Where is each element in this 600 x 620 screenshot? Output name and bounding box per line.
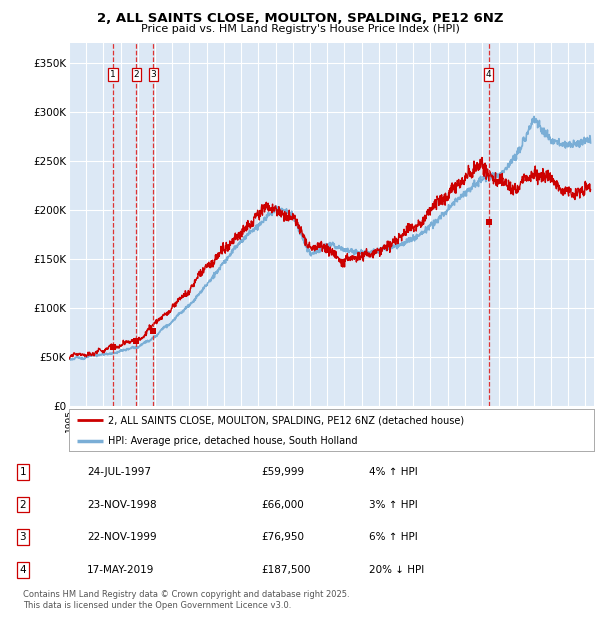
Text: 2: 2 xyxy=(19,500,26,510)
Text: 17-MAY-2019: 17-MAY-2019 xyxy=(87,565,154,575)
Text: £66,000: £66,000 xyxy=(261,500,304,510)
Text: 2, ALL SAINTS CLOSE, MOULTON, SPALDING, PE12 6NZ: 2, ALL SAINTS CLOSE, MOULTON, SPALDING, … xyxy=(97,12,503,25)
Text: 24-JUL-1997: 24-JUL-1997 xyxy=(87,467,151,477)
Text: HPI: Average price, detached house, South Holland: HPI: Average price, detached house, Sout… xyxy=(109,436,358,446)
Text: 4: 4 xyxy=(19,565,26,575)
Text: 2: 2 xyxy=(133,69,139,79)
Text: 3% ↑ HPI: 3% ↑ HPI xyxy=(369,500,418,510)
Text: £187,500: £187,500 xyxy=(261,565,311,575)
Text: £76,950: £76,950 xyxy=(261,532,304,542)
Text: Contains HM Land Registry data © Crown copyright and database right 2025.
This d: Contains HM Land Registry data © Crown c… xyxy=(23,590,349,609)
Text: 23-NOV-1998: 23-NOV-1998 xyxy=(87,500,157,510)
Text: Price paid vs. HM Land Registry's House Price Index (HPI): Price paid vs. HM Land Registry's House … xyxy=(140,24,460,33)
Text: 22-NOV-1999: 22-NOV-1999 xyxy=(87,532,157,542)
Text: 4% ↑ HPI: 4% ↑ HPI xyxy=(369,467,418,477)
Text: 1: 1 xyxy=(19,467,26,477)
Text: 3: 3 xyxy=(19,532,26,542)
Text: 3: 3 xyxy=(151,69,156,79)
Text: 1: 1 xyxy=(110,69,116,79)
Text: 20% ↓ HPI: 20% ↓ HPI xyxy=(369,565,424,575)
Text: 2, ALL SAINTS CLOSE, MOULTON, SPALDING, PE12 6NZ (detached house): 2, ALL SAINTS CLOSE, MOULTON, SPALDING, … xyxy=(109,415,464,425)
Text: £59,999: £59,999 xyxy=(261,467,304,477)
Text: 6% ↑ HPI: 6% ↑ HPI xyxy=(369,532,418,542)
Text: 4: 4 xyxy=(486,69,491,79)
